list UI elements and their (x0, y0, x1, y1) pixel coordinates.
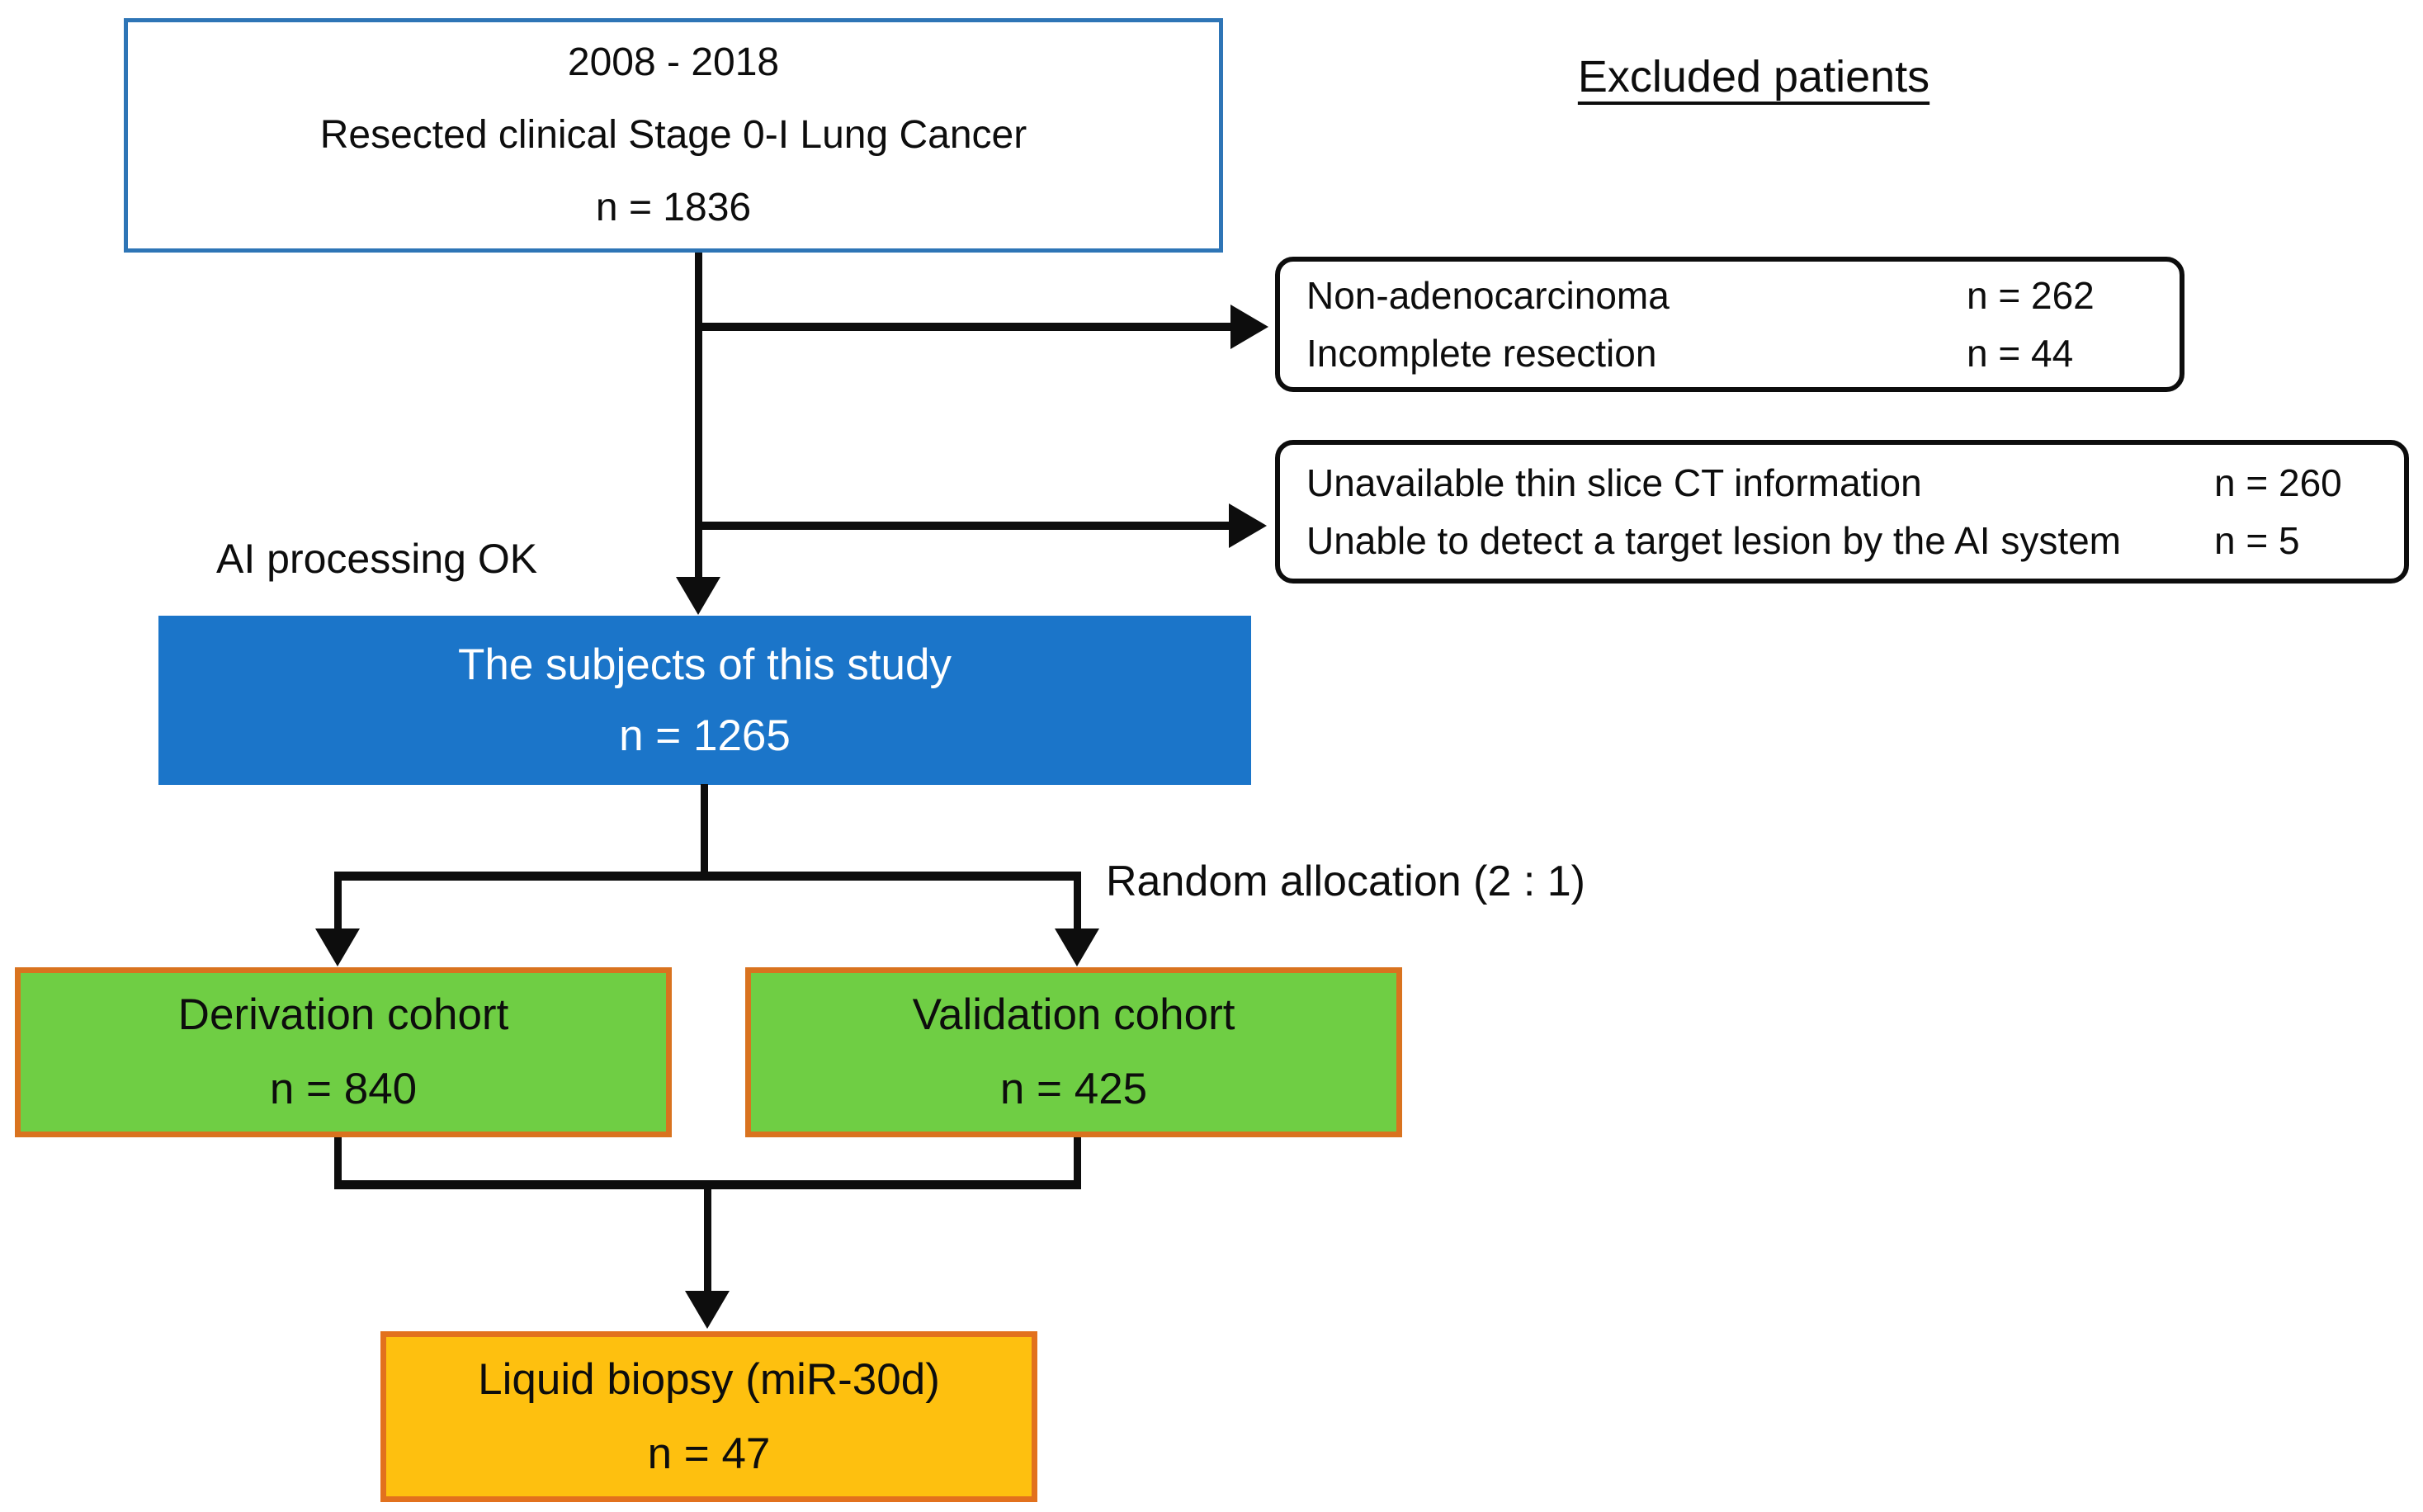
period-box-count: n = 1836 (595, 186, 752, 229)
connector-branch-exclusion-1 (698, 323, 1235, 331)
connector-validation-to-merge (1074, 1137, 1081, 1188)
liquid-biopsy-title: Liquid biopsy (miR-30d) (478, 1354, 940, 1404)
exclusion-row: Incomplete resection n = 44 (1280, 324, 2180, 382)
excluded-patients-header: Excluded patients (1577, 52, 1930, 102)
exclusion-box-1: Non-adenocarcinoma n = 262 Incomplete re… (1275, 257, 2184, 392)
validation-cohort-box: Validation cohort n = 425 (745, 967, 1402, 1137)
subjects-box: The subjects of this study n = 1265 (158, 616, 1251, 785)
exclusion-row: Unavailable thin slice CT information n … (1280, 454, 2404, 512)
exclusion-row: Unable to detect a target lesion by the … (1280, 512, 2404, 569)
derivation-cohort-title: Derivation cohort (177, 990, 509, 1039)
subjects-box-count: n = 1265 (619, 711, 791, 760)
merge-line (334, 1180, 1081, 1189)
exclusion-count: n = 44 (1967, 332, 2074, 375)
exclusion-row: Non-adenocarcinoma n = 262 (1280, 267, 2180, 324)
connector-merge-to-biopsy (704, 1188, 711, 1297)
arrowhead-down-biopsy (685, 1291, 730, 1329)
arrowhead-right-exclusion-1 (1230, 305, 1268, 349)
period-box-description: Resected clinical Stage 0-I Lung Cancer (319, 113, 1027, 157)
arrowhead-right-exclusion-2 (1229, 503, 1267, 548)
connector-derivation-to-merge (334, 1137, 342, 1188)
connector-branch-exclusion-2 (698, 522, 1234, 530)
exclusion-count: n = 5 (2214, 519, 2300, 562)
exclusion-reason: Non-adenocarcinoma (1306, 274, 1670, 317)
ai-processing-label: AI processing OK (216, 536, 538, 582)
exclusion-reason: Incomplete resection (1306, 332, 1657, 375)
period-box: 2008 - 2018 Resected clinical Stage 0-I … (124, 18, 1223, 253)
random-allocation-label: Random allocation (2 : 1) (1106, 858, 1585, 905)
connector-split-to-derivation (334, 872, 342, 933)
connector-subjects-to-split (701, 784, 708, 878)
exclusion-box-2: Unavailable thin slice CT information n … (1275, 440, 2409, 584)
derivation-cohort-box: Derivation cohort n = 840 (15, 967, 672, 1137)
liquid-biopsy-box: Liquid biopsy (miR-30d) n = 47 (380, 1331, 1037, 1502)
exclusion-count: n = 260 (2214, 461, 2342, 504)
split-line (334, 872, 1081, 881)
period-box-years: 2008 - 2018 (567, 40, 780, 84)
liquid-biopsy-count: n = 47 (647, 1429, 771, 1478)
connector-split-to-validation (1074, 872, 1081, 933)
derivation-cohort-count: n = 840 (269, 1065, 418, 1113)
arrowhead-down-subjects (676, 577, 720, 615)
exclusion-reason: Unable to detect a target lesion by the … (1306, 519, 2122, 562)
validation-cohort-title: Validation cohort (912, 990, 1235, 1039)
subjects-box-title: The subjects of this study (457, 640, 952, 689)
connector-period-to-subjects (695, 253, 702, 583)
arrowhead-down-derivation (315, 928, 360, 966)
validation-cohort-count: n = 425 (999, 1065, 1148, 1113)
arrowhead-down-validation (1055, 928, 1099, 966)
exclusion-count: n = 262 (1967, 274, 2095, 317)
exclusion-reason: Unavailable thin slice CT information (1306, 461, 1922, 504)
